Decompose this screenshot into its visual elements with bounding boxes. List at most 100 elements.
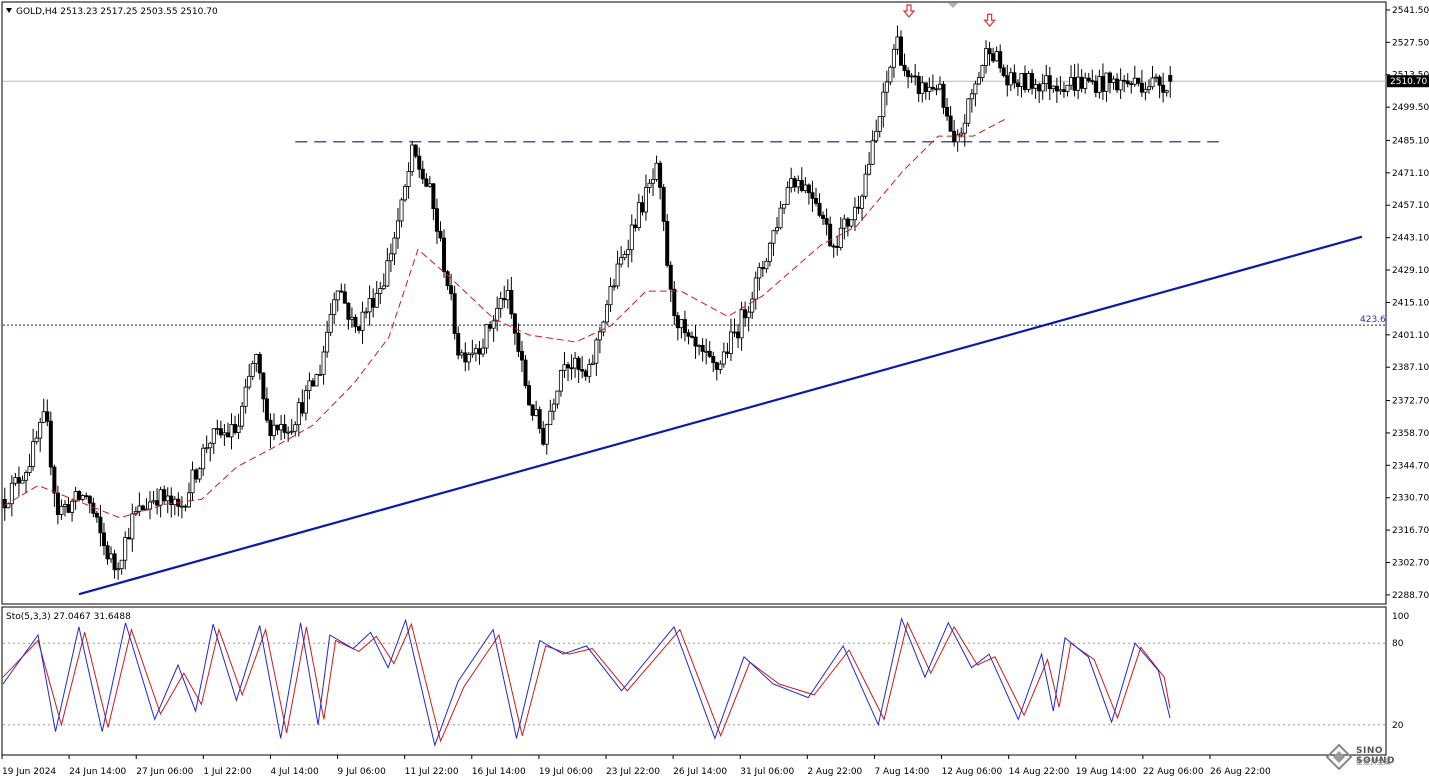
time-tick-label: 19 Aug 14:00 [1076,767,1137,777]
candle-body [711,356,716,364]
candle-body [335,290,340,301]
candle-body [682,319,687,334]
candle-body [558,370,563,392]
candle-body [459,352,464,356]
price-tick-label: 2358.70 [1392,429,1429,439]
candle-body [700,344,705,352]
candle-body [463,352,468,363]
candle-body [551,403,556,412]
candle-body [863,173,868,197]
candle-body [1143,88,1148,93]
stochastic-header: Sto(5,3,3) 27.0467 31.6488 [6,612,131,622]
candle-body [544,424,549,445]
price-tick-label: 2316.70 [1392,526,1429,536]
candle-body [502,298,507,301]
candle-body [268,419,273,437]
candle-body [1150,77,1155,88]
candle-body [778,207,783,229]
candle-body [321,351,326,375]
price-tick-label: 2499.50 [1392,103,1429,113]
candle-body [937,83,942,90]
candle-body [434,208,439,232]
candle-body [668,264,673,290]
candle-body [824,218,829,225]
candle-body [867,163,872,175]
candle-body [1139,82,1144,93]
candle-body [1122,79,1127,82]
candle-body [62,504,67,507]
candle-body [1118,79,1123,91]
candle-body [303,390,308,414]
candle-body [310,380,315,387]
candle-body [498,298,503,309]
candle-body [604,304,609,323]
candle-body [803,184,808,192]
current-price-label: 2510.70 [1390,77,1427,87]
candle-body [225,432,230,438]
candle-body [385,260,390,287]
candle-body [484,324,489,349]
price-plot: 423.6 [2,4,1386,596]
time-tick-label: 16 Jul 14:00 [472,767,526,777]
candle-body [20,479,25,484]
candle-body [562,364,567,371]
candle-body [1069,77,1074,86]
candle-body [1061,89,1066,92]
time-tick-label: 19 Jul 06:00 [539,767,593,777]
candle-body [835,245,840,248]
candle-body [1136,77,1141,84]
candle-body [279,424,284,431]
candle-body [378,288,383,294]
time-tick-label: 2 Aug 22:00 [807,767,862,777]
time-tick-label: 12 Aug 06:00 [942,767,1003,777]
candle-body [916,76,921,94]
candle-body [813,198,818,204]
chart-shift-marker[interactable] [948,3,958,8]
candle-body [119,559,124,570]
time-tick-label: 31 Jul 06:00 [740,767,794,777]
candle-body [261,372,266,400]
candle-body [962,122,967,134]
candle-body [1012,72,1017,84]
candle-body [264,398,269,421]
candle-body [785,187,790,205]
candle-body [1108,72,1113,83]
candle-body [1111,78,1116,83]
candle-body [151,500,156,503]
candle-body [52,466,57,494]
candle-body [679,319,684,329]
candle-body [456,333,461,356]
price-tick-label: 2457.10 [1392,201,1429,211]
symbol-dropdown-icon[interactable] [6,8,12,13]
candle-body [693,336,698,347]
candle-body [229,424,234,438]
candle-body [480,347,485,355]
candle-body [505,290,510,301]
candle-body [976,77,981,85]
candle-body [1154,76,1159,79]
candle-body [845,218,850,227]
candle-body [771,230,776,244]
candle-body [817,202,822,216]
candle-body [282,424,287,433]
candle-body [686,332,691,337]
candle-body [211,428,216,444]
axes: 2541.502527.502513.502499.502485.102471.… [1,6,1429,777]
candle-body [48,420,53,468]
candle-body [966,98,971,124]
candle-body [955,134,960,143]
candle-body [240,405,245,427]
candle-body [534,409,539,416]
candle-body [775,227,780,232]
candle-body [332,299,337,315]
candle-body [665,221,670,266]
candle-body [70,500,75,513]
price-tick-label: 2372.70 [1392,397,1429,407]
price-tick-label: 2401.10 [1392,331,1429,341]
candle-body [38,422,43,439]
candle-body [633,224,638,229]
watermark-title: SINO SOUND [1356,746,1395,766]
candle-body [555,390,560,405]
candle-body [59,505,64,515]
candle-body [399,199,404,222]
